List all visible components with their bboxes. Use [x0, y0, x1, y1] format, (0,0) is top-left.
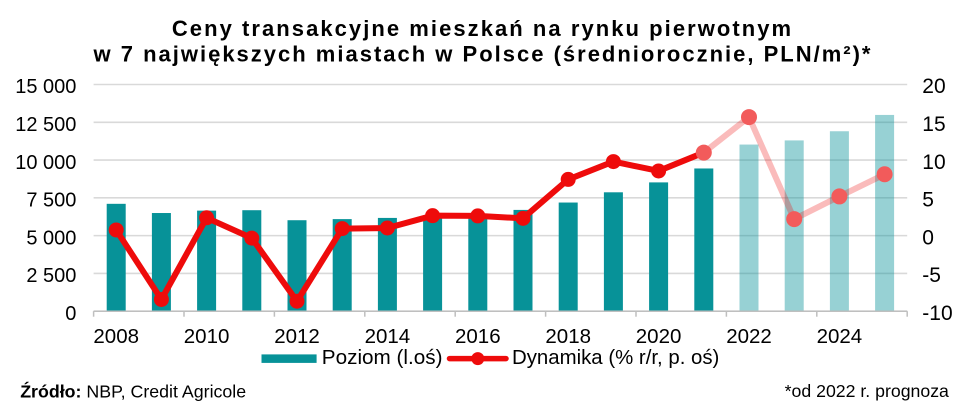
- svg-text:7 500: 7 500: [26, 190, 76, 212]
- svg-text:2010: 2010: [184, 325, 230, 348]
- svg-text:10: 10: [922, 151, 945, 174]
- svg-text:2024: 2024: [817, 325, 863, 348]
- svg-text:-10: -10: [922, 302, 952, 325]
- svg-text:Poziom (l.oś): Poziom (l.oś): [322, 346, 443, 369]
- svg-text:-5: -5: [922, 264, 941, 287]
- svg-text:Źródło: NBP, Credit Agricole: Źródło: NBP, Credit Agricole: [20, 380, 246, 401]
- svg-text:2 500: 2 500: [26, 265, 76, 287]
- svg-text:2018: 2018: [545, 325, 591, 348]
- svg-text:Dynamika (% r/r, p. oś): Dynamika (% r/r, p. oś): [512, 347, 719, 369]
- svg-text:2020: 2020: [636, 325, 682, 348]
- svg-text:15 000: 15 000: [15, 76, 76, 98]
- svg-text:2008: 2008: [93, 325, 139, 348]
- svg-text:0: 0: [65, 303, 76, 325]
- svg-text:2012: 2012: [274, 325, 320, 348]
- svg-text:15: 15: [922, 113, 945, 136]
- svg-text:Ceny transakcyjne mieszkań na: Ceny transakcyjne mieszkań na rynku pier…: [172, 16, 793, 41]
- svg-text:*od 2022 r. prognoza: *od 2022 r. prognoza: [785, 381, 949, 401]
- svg-text:12 500: 12 500: [15, 114, 76, 136]
- svg-text:w 7 największych miastach w Po: w 7 największych miastach w Polsce (śred…: [93, 41, 873, 66]
- svg-text:20: 20: [922, 75, 945, 98]
- svg-text:2016: 2016: [455, 325, 501, 348]
- svg-text:2022: 2022: [726, 325, 772, 348]
- svg-text:2014: 2014: [365, 325, 411, 348]
- svg-text:0: 0: [922, 226, 934, 249]
- svg-text:10 000: 10 000: [15, 152, 76, 174]
- svg-text:5: 5: [922, 189, 934, 212]
- svg-text:5 000: 5 000: [26, 227, 76, 249]
